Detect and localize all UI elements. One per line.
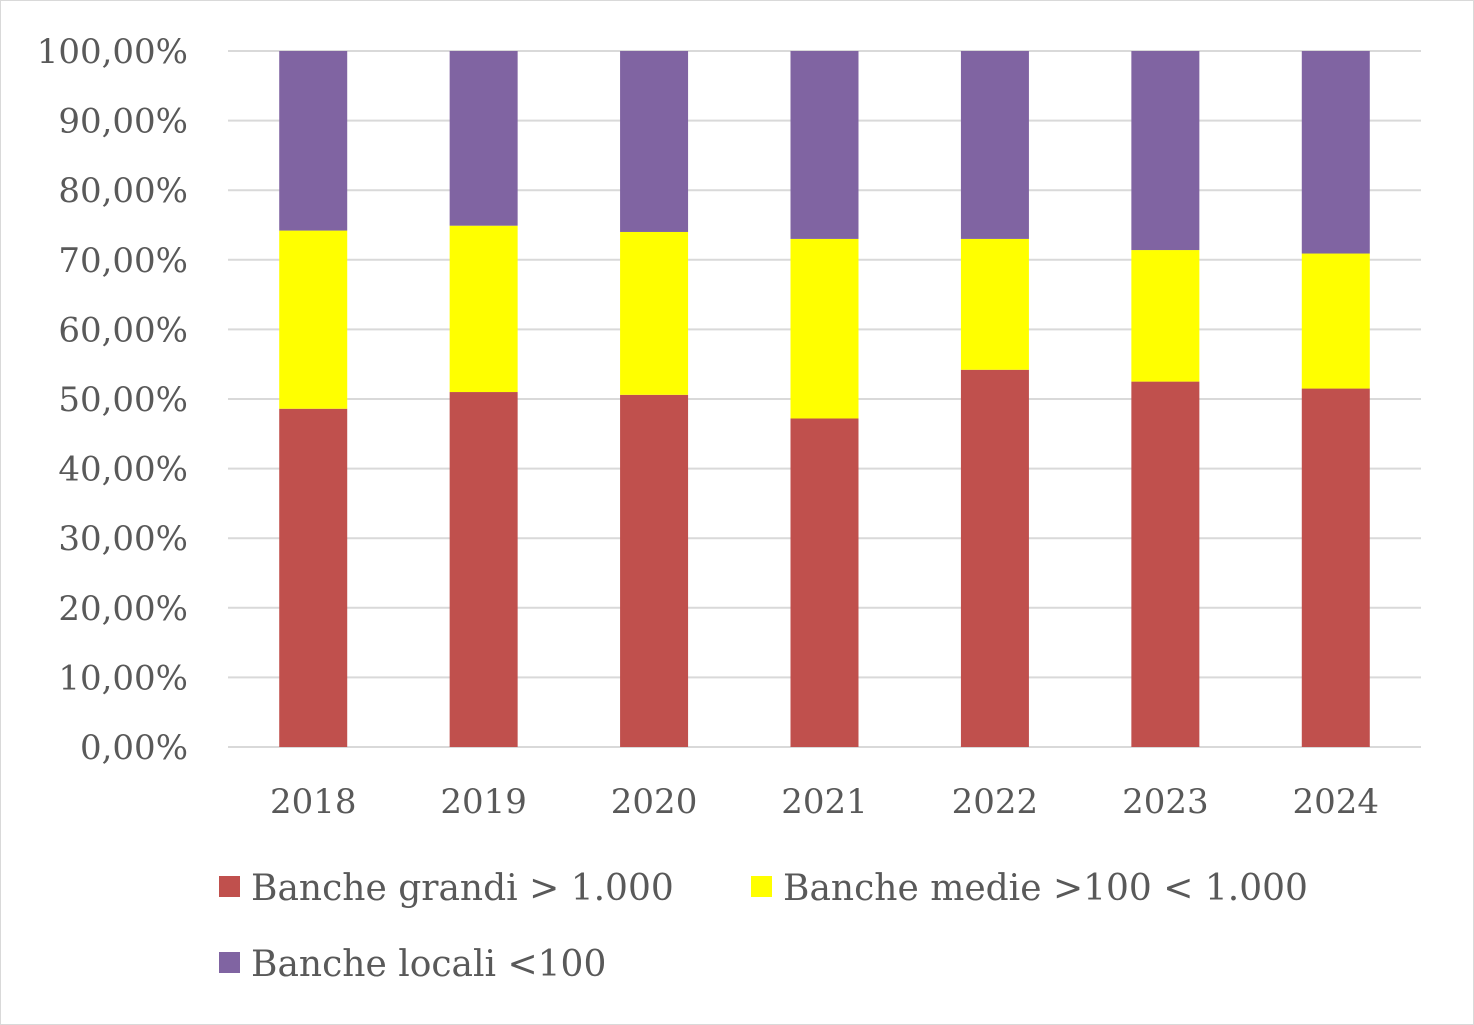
bar-segment-2018-series-2 (279, 51, 348, 231)
x-tick-label: 2021 (781, 782, 868, 822)
x-axis: 2018 2019 2020 2021 2022 2023 2024 (270, 782, 1379, 822)
x-tick-label: 2019 (440, 782, 527, 822)
legend-swatch (751, 876, 772, 897)
bar-segment-2018-series-0 (279, 408, 348, 747)
bar-segment-2023-series-1 (1131, 250, 1200, 382)
y-tick-label: 30,00% (58, 519, 188, 559)
bar-segment-2022-series-0 (960, 369, 1029, 747)
bars (279, 51, 1370, 747)
bar-segment-2021-series-2 (790, 51, 859, 239)
y-tick-label: 0,00% (80, 728, 188, 768)
y-tick-label: 40,00% (58, 450, 188, 490)
y-tick-label: 50,00% (58, 380, 188, 420)
bar-segment-2020-series-0 (620, 394, 689, 747)
bar-segment-2022-series-2 (960, 51, 1029, 239)
x-tick-label: 2020 (611, 782, 698, 822)
bar-segment-2024-series-1 (1301, 253, 1370, 389)
bar-segment-2021-series-0 (790, 418, 859, 747)
y-tick-label: 20,00% (58, 589, 188, 629)
y-tick-label: 60,00% (58, 310, 188, 350)
legend-swatch (219, 876, 240, 897)
bar-segment-2020-series-2 (620, 51, 689, 232)
bar-segment-2018-series-1 (279, 230, 348, 409)
bar-segment-2022-series-1 (960, 238, 1029, 370)
bar-segment-2020-series-1 (620, 231, 689, 395)
bar-segment-2023-series-0 (1131, 381, 1200, 747)
y-tick-label: 90,00% (58, 102, 188, 142)
y-tick-label: 10,00% (58, 658, 188, 698)
x-tick-label: 2022 (952, 782, 1039, 822)
bar-segment-2019-series-1 (449, 225, 518, 393)
bar-segment-2021-series-1 (790, 238, 859, 419)
y-tick-label: 100,00% (37, 32, 188, 72)
bar-segment-2024-series-0 (1301, 388, 1370, 747)
x-tick-label: 2024 (1293, 782, 1380, 822)
x-tick-label: 2018 (270, 782, 357, 822)
legend-swatch (219, 952, 240, 973)
bar-segment-2019-series-2 (449, 51, 518, 226)
y-tick-label: 70,00% (58, 241, 188, 281)
y-axis: 0,00% 10,00% 20,00% 30,00% 40,00% 50,00% 60,00… (37, 32, 188, 768)
legend: Banche grandi > 1.000 Banche medie >100 <… (219, 868, 1308, 985)
x-tick-label: 2023 (1122, 782, 1209, 822)
bar-segment-2023-series-2 (1131, 51, 1200, 251)
bar-segment-2019-series-0 (449, 392, 518, 747)
legend-label: Banche locali <100 (251, 944, 606, 985)
bar-segment-2024-series-2 (1301, 51, 1370, 254)
y-tick-label: 80,00% (58, 171, 188, 211)
legend-label: Banche medie >100 < 1.000 (783, 868, 1308, 909)
legend-label: Banche grandi > 1.000 (251, 868, 674, 909)
